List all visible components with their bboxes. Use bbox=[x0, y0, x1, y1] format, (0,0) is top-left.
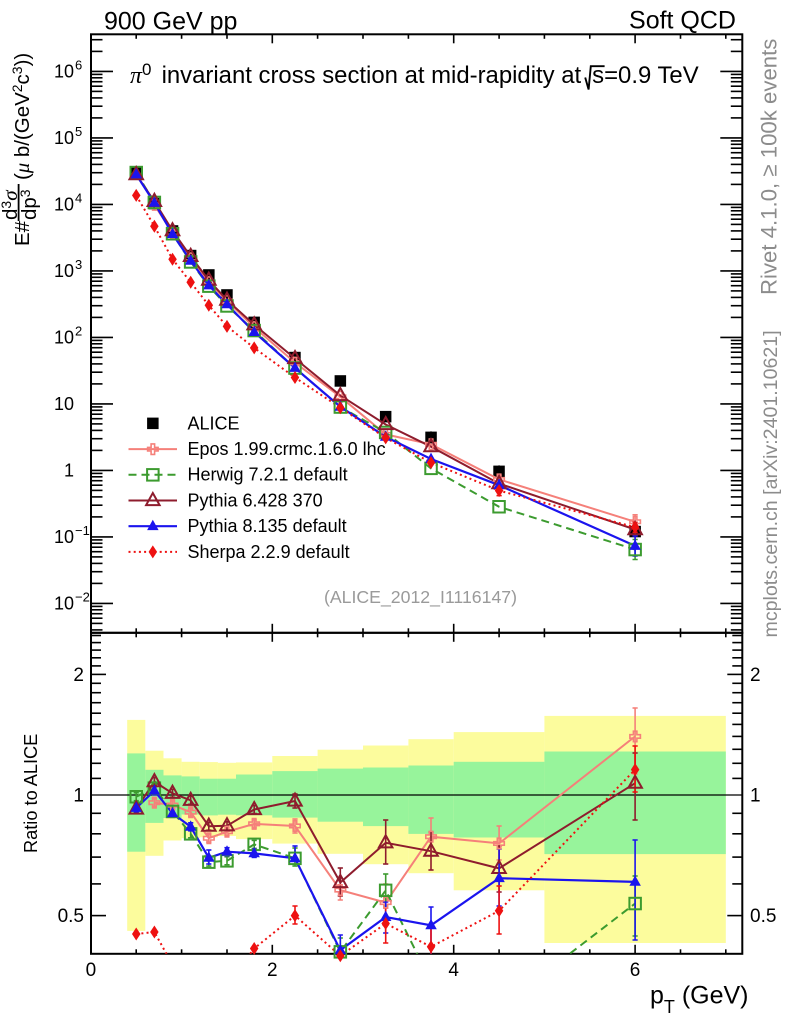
svg-text:Sherpa 2.2.9 default: Sherpa 2.2.9 default bbox=[188, 542, 350, 562]
svg-text:5: 5 bbox=[75, 124, 82, 139]
svg-text:2: 2 bbox=[75, 323, 82, 338]
svg-text:10: 10 bbox=[54, 394, 74, 414]
svg-text:1: 1 bbox=[73, 786, 84, 807]
svg-text:Pythia 8.135 default: Pythia 8.135 default bbox=[188, 516, 347, 536]
svg-text:0.5: 0.5 bbox=[750, 906, 776, 927]
svg-text:Rivet 4.1.0, ≥ 100k events: Rivet 4.1.0, ≥ 100k events bbox=[757, 39, 782, 295]
svg-text:10: 10 bbox=[54, 327, 74, 347]
svg-text:6: 6 bbox=[630, 960, 641, 981]
svg-text:Herwig 7.2.1 default: Herwig 7.2.1 default bbox=[188, 465, 348, 485]
svg-text:(ALICE_2012_I1116147): (ALICE_2012_I1116147) bbox=[324, 587, 517, 608]
svg-text:1: 1 bbox=[64, 460, 74, 480]
svg-text:Pythia 6.428 370: Pythia 6.428 370 bbox=[188, 490, 323, 510]
svg-text:0.5: 0.5 bbox=[58, 906, 84, 927]
svg-text:10: 10 bbox=[54, 527, 74, 547]
svg-text:Epos 1.99.crmc.1.6.0 lhc: Epos 1.99.crmc.1.6.0 lhc bbox=[188, 439, 386, 459]
svg-text:4: 4 bbox=[75, 190, 82, 205]
svg-text:E#: E# bbox=[11, 220, 34, 246]
svg-text:900 GeV pp: 900 GeV pp bbox=[104, 8, 237, 36]
svg-text:10: 10 bbox=[54, 261, 74, 281]
svg-text:1: 1 bbox=[750, 786, 761, 807]
svg-text:2: 2 bbox=[73, 665, 84, 686]
svg-text:2: 2 bbox=[750, 665, 761, 686]
svg-text:10: 10 bbox=[54, 194, 74, 214]
svg-text:0: 0 bbox=[86, 960, 97, 981]
svg-text:−2: −2 bbox=[75, 589, 90, 604]
svg-text:Soft QCD: Soft QCD bbox=[629, 7, 736, 35]
svg-text:mcplots.cern.ch [arXiv:2401.10: mcplots.cern.ch [arXiv:2401.10621] bbox=[760, 330, 782, 637]
svg-text:−1: −1 bbox=[75, 523, 90, 538]
svg-text:ALICE: ALICE bbox=[188, 413, 240, 433]
svg-text:6: 6 bbox=[75, 57, 82, 72]
svg-text:π0 invariant cross section at: π0 invariant cross section at mid-rapidi… bbox=[130, 60, 699, 89]
svg-text:10: 10 bbox=[54, 61, 74, 81]
svg-text:3: 3 bbox=[75, 257, 82, 272]
svg-text:10: 10 bbox=[54, 593, 74, 613]
svg-text:Ratio to ALICE: Ratio to ALICE bbox=[21, 734, 41, 853]
svg-text:2: 2 bbox=[267, 960, 278, 981]
svg-text:d3σ: d3σ bbox=[0, 189, 22, 220]
svg-text:4: 4 bbox=[448, 960, 459, 981]
svg-text:10: 10 bbox=[54, 128, 74, 148]
